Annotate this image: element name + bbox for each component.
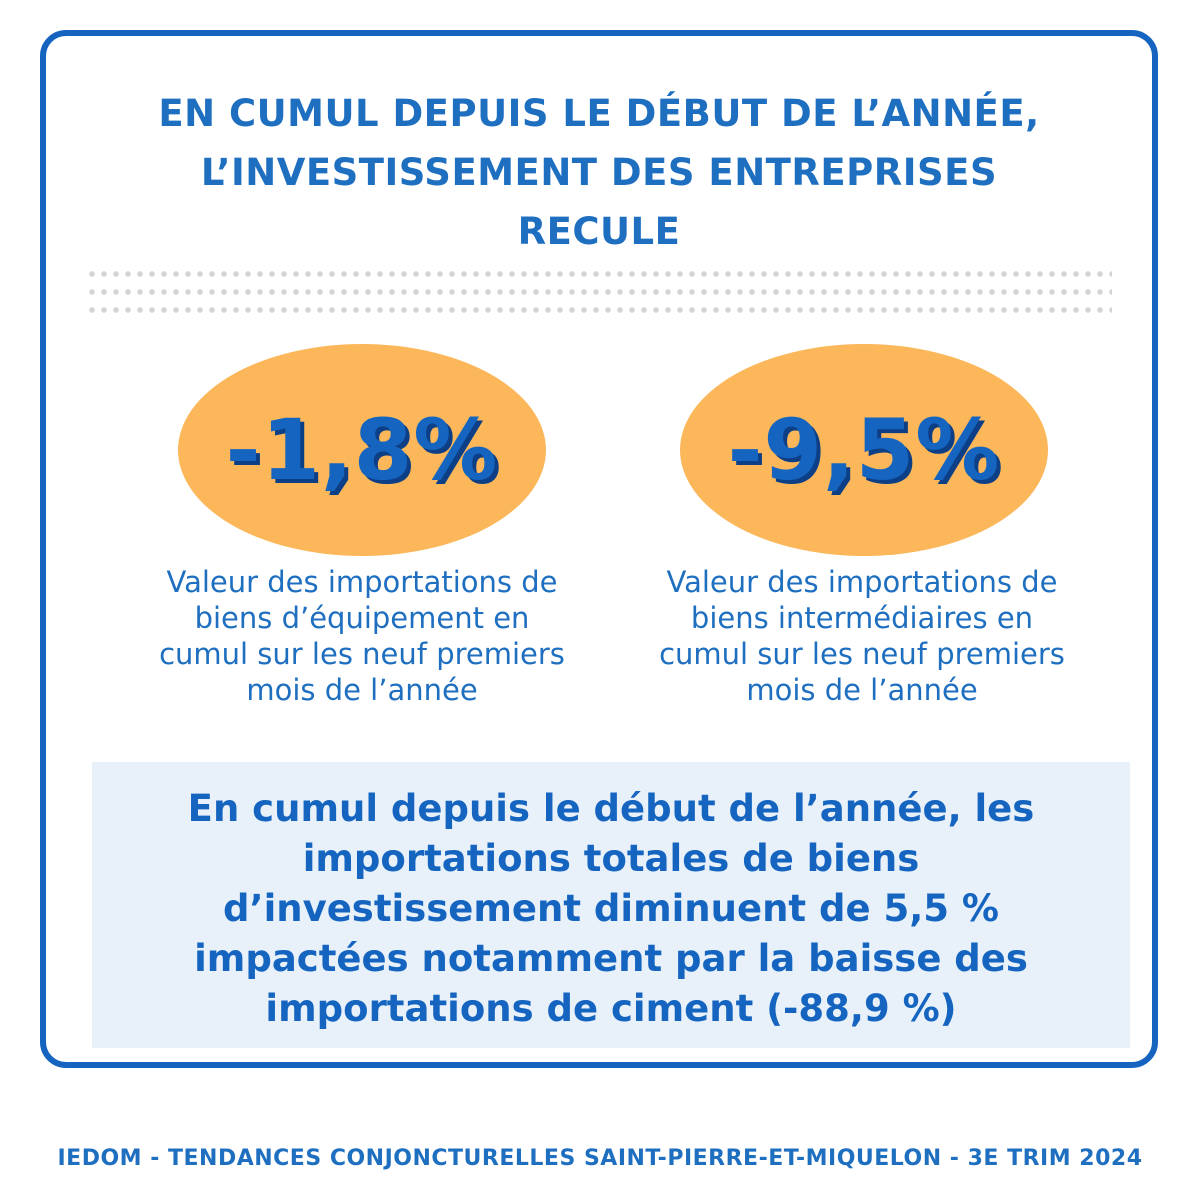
summary-line: importations de ciment (-88,9 %)	[265, 987, 957, 1030]
infographic-card: EN CUMUL DEPUIS LE DÉBUT DE L’ANNÉE, L’I…	[40, 30, 1158, 1068]
description-line: cumul sur les neuf premiers	[659, 637, 1065, 671]
summary-line: d’investissement diminuent de 5,5 %	[223, 887, 999, 930]
stat-oval-equipment: -1,8%	[178, 344, 546, 556]
footer-source: IEDOM - TENDANCES CONJONCTURELLES SAINT-…	[57, 1146, 1143, 1171]
summary-box: En cumul depuis le début de l’année, les…	[92, 762, 1130, 1048]
title-line: RECULE	[517, 210, 681, 253]
stat-oval-intermediate: -9,5%	[680, 344, 1048, 556]
stat-value-equipment: -1,8%	[225, 401, 499, 499]
dotted-divider	[86, 268, 1112, 280]
summary-line: impactées notamment par la baisse des	[194, 937, 1028, 980]
title-line: L’INVESTISSEMENT DES ENTREPRISES	[200, 151, 998, 194]
title-line: EN CUMUL DEPUIS LE DÉBUT DE L’ANNÉE,	[158, 92, 1040, 135]
description-line: cumul sur les neuf premiers	[159, 637, 565, 671]
dotted-divider	[86, 304, 1112, 316]
description-line: biens d’équipement en	[194, 601, 530, 635]
summary-line: importations totales de biens	[302, 837, 920, 880]
description-line: mois de l’année	[246, 673, 478, 707]
dotted-divider	[86, 286, 1112, 298]
description-line: Valeur des importations de	[166, 565, 558, 599]
stat-description-equipment: Valeur des importations de biens d’équip…	[112, 564, 612, 708]
description-line: mois de l’année	[746, 673, 978, 707]
stat-value-intermediate: -9,5%	[727, 401, 1001, 499]
description-line: Valeur des importations de	[666, 565, 1058, 599]
page-title: EN CUMUL DEPUIS LE DÉBUT DE L’ANNÉE, L’I…	[106, 84, 1092, 261]
stat-description-intermediate: Valeur des importations de biens intermé…	[612, 564, 1112, 708]
summary-line: En cumul depuis le début de l’année, les	[187, 787, 1035, 830]
description-line: biens intermédiaires en	[690, 601, 1034, 635]
